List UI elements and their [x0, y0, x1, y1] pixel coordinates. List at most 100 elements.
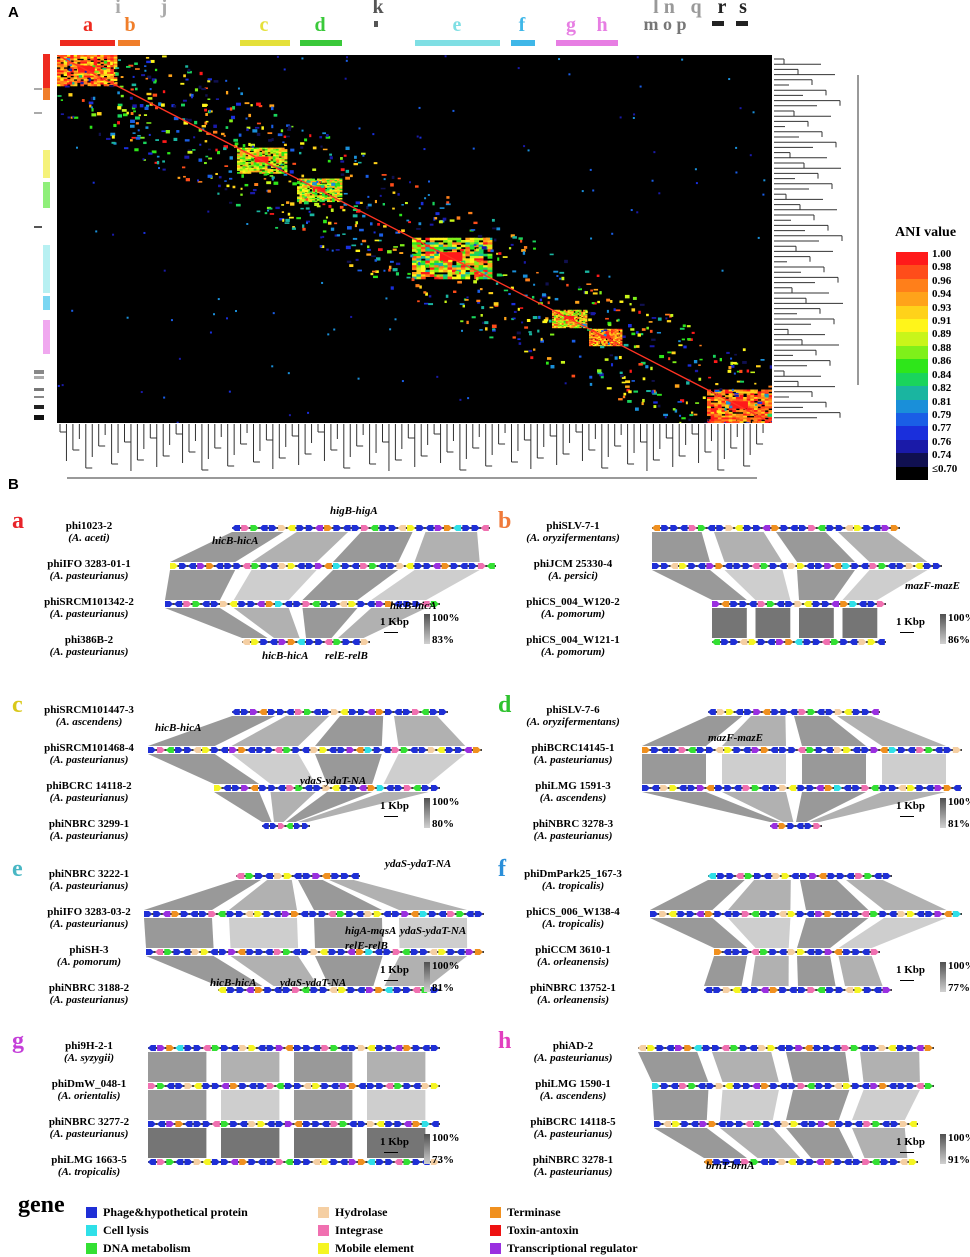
ani-tick-label: 0.79 [932, 408, 952, 421]
scale-bar [384, 816, 398, 817]
left-clade-markers [34, 54, 50, 420]
phage-species: (A. pasteurianus) [533, 1128, 613, 1140]
phage-name: phiSLV-7-6 [546, 704, 600, 716]
gene-legend-label: Hydrolase [335, 1205, 388, 1219]
phage-species: (A. ascendens) [55, 716, 123, 728]
scale-bar [900, 980, 914, 981]
scale-bar-label: 1 Kbp [380, 800, 410, 812]
ani-tick-label: 0.88 [932, 341, 952, 354]
scale-bar-label: 1 Kbp [896, 964, 926, 976]
identity-gradient [424, 1134, 430, 1164]
phage-species: (A. pasteurianus) [49, 570, 129, 582]
ani-scale-step [896, 265, 928, 280]
clade-bar-k [374, 21, 378, 27]
identity-gradient [424, 614, 430, 644]
identity-gradient [940, 798, 946, 828]
phage-name: phiIFO 3283-03-2 [47, 906, 131, 918]
identity-max: 100% [948, 960, 970, 972]
ta-gene-label: higA-mqsA [345, 925, 397, 937]
ani-scale-step [896, 305, 928, 320]
phage-name: phiBCRC 14118-2 [46, 780, 132, 792]
ani-scale-step [896, 399, 928, 414]
phage-species: (A. aceti) [68, 532, 110, 544]
ta-gene-label: hicB-hicA [212, 535, 259, 547]
ani-tick-label: 0.89 [932, 328, 952, 341]
gene-legend-item: Hydrolase [318, 1205, 387, 1220]
ani-scale-step [896, 252, 928, 266]
gene-color-swatch [86, 1207, 97, 1218]
identity-gradient [424, 962, 430, 992]
phage-species: (A. pasteurianus) [49, 880, 129, 892]
ani-tick-label: 0.96 [932, 274, 952, 287]
ani-scale-step [896, 345, 928, 360]
scale-bar-label: 1 Kbp [380, 616, 410, 628]
clade-label-q: q [690, 0, 702, 18]
ta-gene-label: relE-relB [345, 940, 388, 952]
identity-min: 91% [948, 1154, 970, 1166]
ani-tick-label: 0.77 [932, 422, 952, 435]
scale-bar-label: 1 Kbp [380, 1136, 410, 1148]
row-dendrogram [774, 58, 859, 419]
identity-max: 100% [948, 796, 970, 808]
ani-scale-step [896, 426, 928, 441]
clade-bar-a [60, 40, 115, 46]
phage-species: (A. tropicalis) [541, 918, 605, 930]
genome-tracks-d [642, 709, 962, 829]
phage-species: (A. pomorum) [56, 956, 122, 968]
gene-legend-item: Mobile element [318, 1241, 414, 1256]
clade-bar-s [736, 21, 748, 26]
scale-bar [384, 632, 398, 633]
clade-label-h: h [596, 14, 608, 36]
ta-gene-label: mazF-mazE [708, 732, 764, 744]
ta-gene-label: higB-higA [330, 505, 378, 517]
phage-species: (A. pasteurianus) [49, 754, 129, 766]
ani-scale-step [896, 278, 928, 293]
phage-name: phiIFO 3283-01-1 [47, 558, 131, 570]
ani-legend-title: ANI value [895, 225, 957, 240]
subpanel-letter-f: f [498, 856, 506, 882]
genome-tracks-h [638, 1045, 934, 1165]
clade-label-f: f [518, 14, 526, 36]
gene-legend-label: Terminase [507, 1205, 561, 1219]
phage-name: phiDmPark25_167-3 [524, 868, 622, 880]
phage-species: (A. pasteurianus) [49, 646, 129, 658]
ani-heatmap [57, 55, 772, 423]
clade-bar-r [712, 21, 724, 26]
gene-legend-item: DNA metabolism [86, 1241, 191, 1256]
phage-species: (A. persici) [547, 570, 599, 582]
phage-species: (A. pasteurianus) [49, 792, 129, 804]
phage-species: (A. pomorum) [540, 646, 606, 658]
identity-max: 100% [432, 796, 460, 808]
identity-min: 77% [948, 982, 970, 994]
phage-name: phiJCM 25330-4 [533, 558, 613, 570]
clade-label-m-o-p: m o p [643, 14, 687, 34]
panel-b-label: B [8, 476, 19, 493]
column-dendrogram [59, 424, 764, 479]
gene-legend-item: Integrase [318, 1223, 383, 1238]
scale-bar [900, 1152, 914, 1153]
genome-tracks-e [144, 873, 484, 993]
gene-color-swatch [318, 1243, 329, 1254]
phage-species: (A. pasteurianus) [49, 994, 129, 1006]
ta-gene-label: ydaS-ydaT-NA [400, 925, 467, 937]
phage-name: phiSRCM101447-3 [44, 704, 134, 716]
gene-legend-item: Toxin-antoxin [490, 1223, 579, 1238]
scale-bar-label: 1 Kbp [896, 1136, 926, 1148]
identity-max: 100% [948, 1132, 970, 1144]
gene-legend-item: Cell lysis [86, 1223, 149, 1238]
ani-tick-label: 0.86 [932, 355, 952, 368]
gene-legend-label: Phage&hypothetical protein [103, 1205, 248, 1219]
phage-species: (A. pasteurianus) [49, 608, 129, 620]
ani-scale-step [896, 466, 928, 481]
ta-gene-label: ydaS-ydaT-NA [300, 775, 367, 787]
ani-tick-label: 0.82 [932, 382, 952, 395]
ani-scale-step [896, 292, 928, 307]
identity-min: 81% [432, 982, 454, 994]
identity-min: 83% [432, 634, 454, 646]
scale-bar-label: 1 Kbp [896, 800, 926, 812]
phage-species: (A. pomorum) [540, 608, 606, 620]
clade-bar-c [240, 40, 290, 46]
phage-name: phiNBRC 3278-1 [532, 1154, 614, 1166]
ta-gene-label: hicB-hicA [155, 722, 202, 734]
identity-max: 100% [948, 612, 970, 624]
